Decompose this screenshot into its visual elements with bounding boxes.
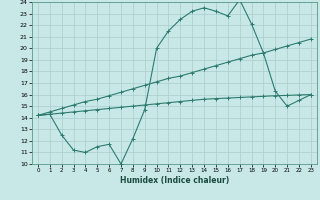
X-axis label: Humidex (Indice chaleur): Humidex (Indice chaleur) xyxy=(120,176,229,185)
